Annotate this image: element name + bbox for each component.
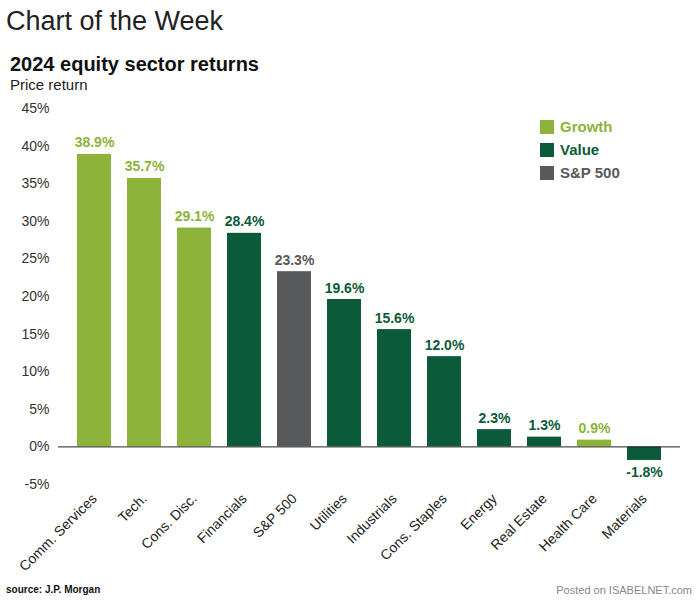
svg-text:35%: 35% [21,175,49,191]
svg-text:30%: 30% [21,213,49,229]
svg-text:2.3%: 2.3% [479,410,511,426]
svg-text:S&P 500: S&P 500 [250,490,300,540]
svg-text:Health Care: Health Care [536,490,600,554]
svg-text:Real Estate: Real Estate [487,490,550,553]
html-text:Growth: Growth [560,118,613,135]
svg-text:0.9%: 0.9% [579,420,611,436]
svg-text:5%: 5% [29,401,49,417]
svg-text:1.3%: 1.3% [529,417,561,433]
html-text:Posted on ISABELNET.com: Posted on ISABELNET.com [556,584,692,596]
svg-text:29.1%: 29.1% [175,208,215,224]
svg-text:Industrials: Industrials [343,490,400,547]
svg-text:Materials: Materials [598,490,649,541]
svg-text:Energy: Energy [457,490,500,533]
svg-text:Cons. Staples: Cons. Staples [377,490,450,563]
svg-text:15.6%: 15.6% [375,310,415,326]
svg-text:19.6%: 19.6% [325,280,365,296]
html-text:Price return: Price return [10,76,88,93]
html-text:S&P 500: S&P 500 [560,164,620,181]
html-text:Value: Value [560,141,600,158]
svg-text:Cons. Disc.: Cons. Disc. [138,490,200,552]
svg-text:28.4%: 28.4% [225,213,265,229]
svg-text:40%: 40% [21,138,49,154]
svg-text:20%: 20% [21,288,49,304]
svg-text:35.7%: 35.7% [125,158,165,174]
svg-text:38.9%: 38.9% [75,134,115,150]
html-text:2024 equity sector returns: 2024 equity sector returns [10,53,259,75]
svg-text:Financials: Financials [194,490,250,546]
svg-text:10%: 10% [21,363,49,379]
svg-text:-1.8%: -1.8% [626,464,663,480]
svg-text:45%: 45% [21,100,49,116]
svg-text:12.0%: 12.0% [425,337,465,353]
svg-text:15%: 15% [21,326,49,342]
svg-text:Tech.: Tech. [115,490,150,525]
svg-text:-5%: -5% [25,476,50,492]
svg-text:Utilities: Utilities [307,490,350,533]
svg-text:25%: 25% [21,250,49,266]
svg-text:Comm. Services: Comm. Services [16,490,100,574]
html-text:Chart of the Week: Chart of the Week [6,6,224,36]
svg-text:0%: 0% [29,438,49,454]
svg-text:23.3%: 23.3% [275,252,315,268]
html-text:source: J.P. Morgan: source: J.P. Morgan [6,584,101,595]
